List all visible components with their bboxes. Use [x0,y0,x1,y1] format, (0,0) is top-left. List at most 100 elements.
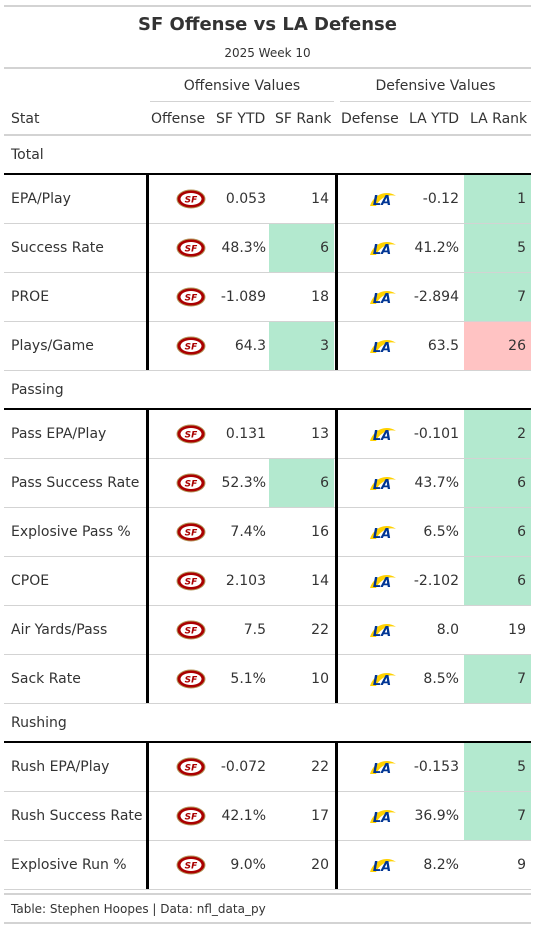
stat-label: Explosive Pass % [11,524,131,540]
svg-text:LA: LA [373,762,391,777]
table-row: PROE SF -1.089 18 LA -2.894 7 [4,273,531,322]
bottom-rule [4,922,531,924]
rams-logo-icon: LA [368,557,398,605]
group-label: Total [11,147,44,163]
group-header: Rushing [4,704,531,743]
table-row: Rush EPA/Play SF -0.072 22 LA -0.153 5 [4,743,531,792]
49ers-logo-icon: SF [176,459,206,507]
sf-rank-value: 18 [311,289,329,305]
la-ytd-value: -0.153 [413,759,459,775]
stat-label: Rush EPA/Play [11,759,110,775]
defense-column-divider [335,743,338,889]
defensive-values-spanner: Defensive Values [375,78,496,94]
la-rank-value: 7 [464,792,531,840]
la-rank-value: 6 [464,557,531,605]
la-ytd-value: 63.5 [427,338,459,354]
la-rank-value: 5 [464,743,531,791]
la-ytd-value: 41.2% [414,240,459,256]
sf-ytd-value: 64.3 [234,338,266,354]
svg-text:SF: SF [185,764,198,774]
stat-label: Sack Rate [11,671,81,687]
header-rule [4,67,531,69]
rams-logo-icon: LA [368,508,398,556]
49ers-logo-icon: SF [176,175,206,223]
49ers-logo-icon: SF [176,557,206,605]
la-rank-value: 7 [464,273,531,321]
rams-logo-icon: LA [368,841,398,889]
rams-logo-icon: LA [368,410,398,458]
la-ytd-value: -2.102 [413,573,459,589]
la-ytd-value: 8.2% [423,857,459,873]
la-ytd-value: 43.7% [414,475,459,491]
source-note: Table: Stephen Hoopes | Data: nfl_data_p… [11,902,266,916]
table-row: Pass Success Rate SF 52.3% 6 LA 43.7% 6 [4,459,531,508]
table-row: CPOE SF 2.103 14 LA -2.102 6 [4,557,531,606]
sf-rank-value: 13 [311,426,329,442]
49ers-logo-icon: SF [176,606,206,654]
svg-text:LA: LA [373,292,391,307]
group-header: Passing [4,371,531,410]
rams-logo-icon: LA [368,224,398,272]
svg-text:LA: LA [373,674,391,689]
49ers-logo-icon: SF [176,410,206,458]
svg-text:SF: SF [185,813,198,823]
svg-text:LA: LA [373,625,391,640]
la-rank-value: 7 [464,655,531,703]
table-row: Explosive Run % SF 9.0% 20 LA 8.2% 9 [4,841,531,890]
sf-rank-value: 10 [311,671,329,687]
la-rank-value: 2 [464,410,531,458]
la-rank-value: 6 [464,508,531,556]
svg-text:SF: SF [185,529,198,539]
stat-label: Success Rate [11,240,104,256]
la-rank-value: 1 [464,175,531,223]
group-header: Total [4,136,531,175]
table-row: Success Rate SF 48.3% 6 LA 41.2% 5 [4,224,531,273]
sf-ytd-value: 42.1% [221,808,266,824]
sf-ytd-value: 0.053 [225,191,266,207]
sf-rank-value: 22 [311,759,329,775]
defense-column-divider [335,175,338,370]
offensive-spanner-rule [150,101,334,102]
sf-ytd-value: 2.103 [225,573,266,589]
stat-label: Pass EPA/Play [11,426,107,442]
sf-ytd-value: 0.131 [225,426,266,442]
table-row: EPA/Play SF 0.053 14 LA -0.12 1 [4,175,531,224]
svg-text:SF: SF [185,862,198,872]
top-rule [4,5,531,7]
svg-text:LA: LA [373,811,391,826]
49ers-logo-icon: SF [176,273,206,321]
col-header-sf-ytd: SF YTD [216,111,266,127]
stat-label: Plays/Game [11,338,94,354]
la-rank-value: 19 [508,622,526,638]
col-header-la-ytd: LA YTD [409,111,460,127]
stat-label: Air Yards/Pass [11,622,108,638]
stat-label: CPOE [11,573,50,589]
table-subtitle: 2025 Week 10 [224,46,311,60]
sf-rank-value: 17 [311,808,329,824]
la-ytd-value: 36.9% [414,808,459,824]
rams-logo-icon: LA [368,655,398,703]
column-header-rule [4,134,531,136]
offense-column-divider [146,175,149,370]
svg-text:SF: SF [185,480,198,490]
svg-text:LA: LA [373,478,391,493]
svg-text:LA: LA [373,860,391,875]
defense-column-divider [335,410,338,703]
49ers-logo-icon: SF [176,508,206,556]
sf-rank-value: 6 [269,459,334,507]
col-header-la-rank: LA Rank [470,111,528,127]
offense-column-divider [146,410,149,703]
svg-text:LA: LA [373,527,391,542]
rams-logo-icon: LA [368,322,398,370]
svg-text:SF: SF [185,431,198,441]
stat-label: PROE [11,289,50,305]
sf-rank-value: 20 [311,857,329,873]
la-ytd-value: 8.5% [423,671,459,687]
table-title: SF Offense vs LA Defense [138,14,397,35]
sf-rank-value: 14 [311,191,329,207]
sf-ytd-value: -1.089 [220,289,266,305]
svg-text:SF: SF [185,196,198,206]
svg-text:LA: LA [373,429,391,444]
la-ytd-value: 6.5% [423,524,459,540]
stat-label: EPA/Play [11,191,71,207]
